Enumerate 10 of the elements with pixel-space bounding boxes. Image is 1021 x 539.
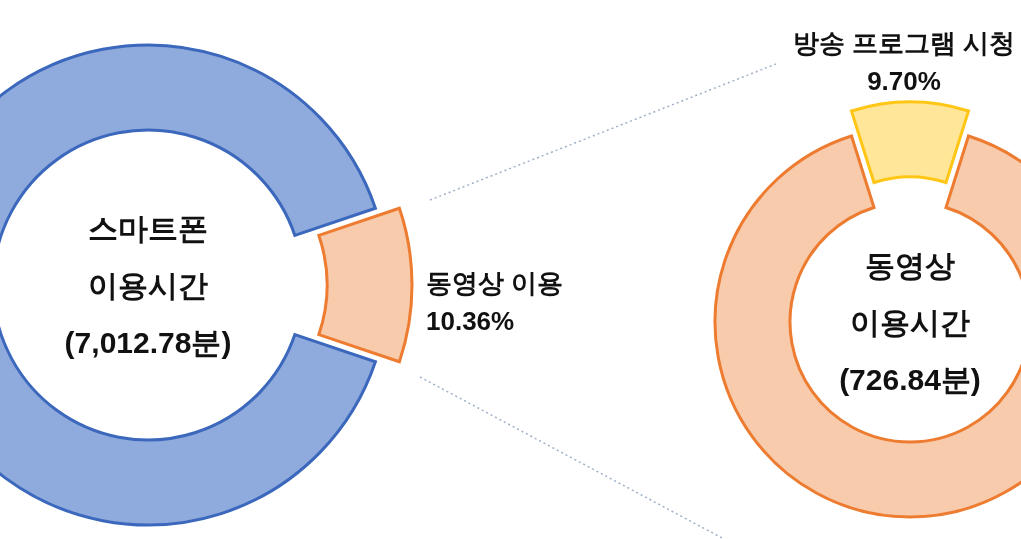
text: 이용시간 [850, 305, 970, 339]
data-label: 9.70% [867, 66, 941, 96]
text: (726.84분) [839, 362, 981, 396]
text: 이용시간 [87, 268, 208, 302]
data-label: 10.36% [426, 306, 515, 336]
text: 스마트폰 [87, 211, 208, 245]
text: (7,012.78분) [64, 325, 232, 359]
slice-label: 동영상 이용 [426, 268, 564, 298]
slice-label: 방송 프로그램 시청 [792, 28, 1016, 58]
text: 동영상 [865, 248, 955, 282]
